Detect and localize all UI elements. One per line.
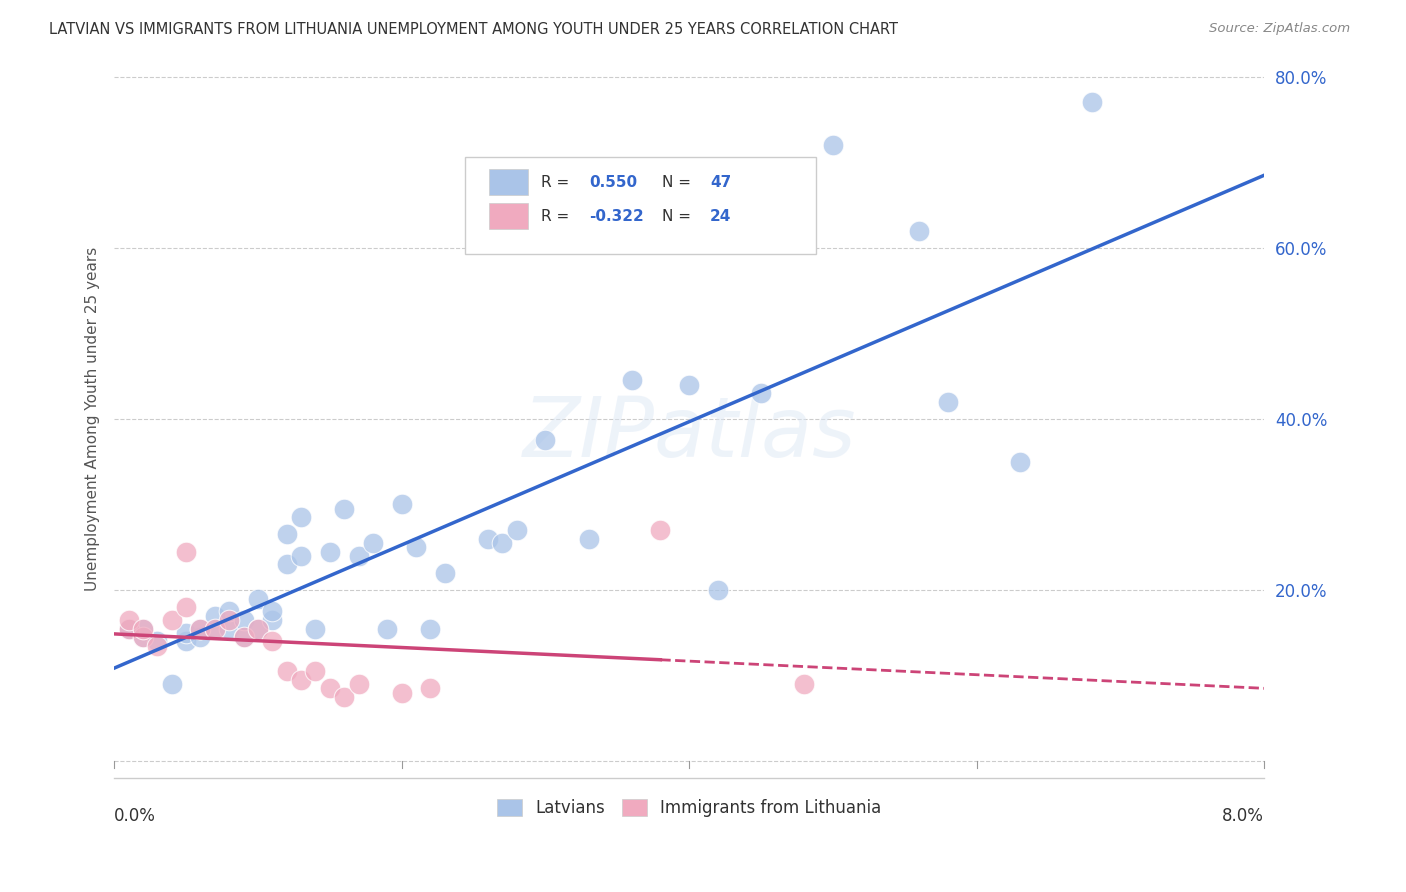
Point <box>232 630 254 644</box>
Point <box>174 634 197 648</box>
Text: 47: 47 <box>710 175 731 190</box>
Point <box>174 544 197 558</box>
Point <box>391 686 413 700</box>
Point <box>246 591 269 606</box>
Legend: Latvians, Immigrants from Lithuania: Latvians, Immigrants from Lithuania <box>491 792 889 824</box>
Text: N =: N = <box>662 175 696 190</box>
Point <box>117 622 139 636</box>
Point <box>319 681 342 696</box>
Point <box>276 665 298 679</box>
Point <box>174 600 197 615</box>
Point <box>505 523 527 537</box>
Point <box>160 613 183 627</box>
Point <box>1080 95 1102 110</box>
Point <box>132 630 155 644</box>
Point <box>218 604 240 618</box>
Point <box>304 622 326 636</box>
Point <box>160 677 183 691</box>
Point <box>707 582 730 597</box>
Point <box>405 541 427 555</box>
Point <box>391 498 413 512</box>
Point <box>290 510 312 524</box>
Point <box>262 613 284 627</box>
FancyBboxPatch shape <box>465 157 815 253</box>
Point <box>678 377 700 392</box>
Point <box>477 532 499 546</box>
Text: 24: 24 <box>710 209 731 224</box>
Point <box>650 523 672 537</box>
Text: R =: R = <box>541 175 574 190</box>
Point <box>117 613 139 627</box>
Point <box>433 566 456 580</box>
Text: ZIPatlas: ZIPatlas <box>523 392 856 474</box>
Point <box>262 604 284 618</box>
Text: 0.550: 0.550 <box>589 175 637 190</box>
Point <box>174 625 197 640</box>
Point <box>419 622 441 636</box>
Point <box>204 608 226 623</box>
Point <box>821 138 844 153</box>
FancyBboxPatch shape <box>489 202 529 229</box>
Point <box>491 536 513 550</box>
Point <box>246 622 269 636</box>
Point <box>190 622 212 636</box>
Point <box>578 532 600 546</box>
Point <box>190 622 212 636</box>
Point <box>347 549 370 563</box>
Point <box>333 690 356 704</box>
Point <box>132 622 155 636</box>
Point <box>204 622 226 636</box>
Point <box>347 677 370 691</box>
Point <box>262 634 284 648</box>
Text: N =: N = <box>662 209 696 224</box>
Point <box>908 224 931 238</box>
Point <box>304 665 326 679</box>
Point <box>132 622 155 636</box>
Text: R =: R = <box>541 209 574 224</box>
Point <box>190 630 212 644</box>
Point <box>793 677 815 691</box>
Point <box>132 630 155 644</box>
Text: 0.0%: 0.0% <box>114 807 156 825</box>
Point <box>333 501 356 516</box>
Point <box>419 681 441 696</box>
Text: Source: ZipAtlas.com: Source: ZipAtlas.com <box>1209 22 1350 36</box>
Point <box>232 630 254 644</box>
Point <box>375 622 398 636</box>
FancyBboxPatch shape <box>489 169 529 195</box>
Point <box>620 373 643 387</box>
Text: 8.0%: 8.0% <box>1222 807 1264 825</box>
Point <box>290 549 312 563</box>
Text: LATVIAN VS IMMIGRANTS FROM LITHUANIA UNEMPLOYMENT AMONG YOUTH UNDER 25 YEARS COR: LATVIAN VS IMMIGRANTS FROM LITHUANIA UNE… <box>49 22 898 37</box>
Point <box>1008 455 1031 469</box>
Point <box>204 622 226 636</box>
Point <box>319 544 342 558</box>
Text: -0.322: -0.322 <box>589 209 644 224</box>
Point <box>290 673 312 687</box>
Point <box>361 536 384 550</box>
Point <box>232 613 254 627</box>
Point <box>276 558 298 572</box>
Point <box>146 634 169 648</box>
Point <box>936 394 959 409</box>
Point <box>146 639 169 653</box>
Point <box>534 434 557 448</box>
Point <box>218 622 240 636</box>
Point <box>246 622 269 636</box>
Point <box>117 622 139 636</box>
Point <box>218 613 240 627</box>
Point <box>749 386 772 401</box>
Point <box>276 527 298 541</box>
Y-axis label: Unemployment Among Youth under 25 years: Unemployment Among Youth under 25 years <box>86 247 100 591</box>
